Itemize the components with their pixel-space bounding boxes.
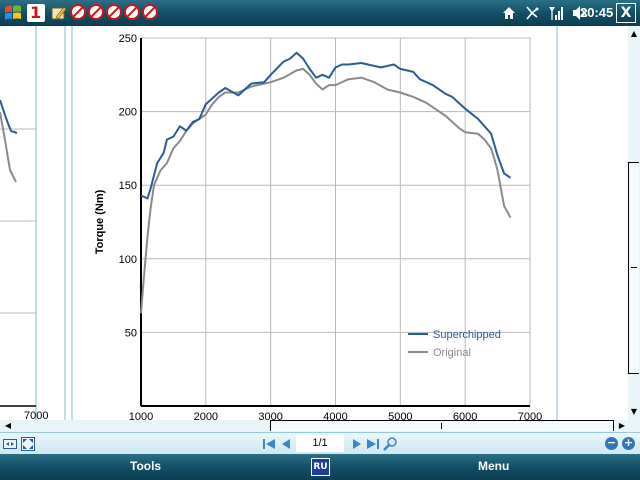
chart-legend: Superchipped Original <box>408 329 501 359</box>
scroll-down-icon[interactable]: ▼ <box>630 407 638 416</box>
search-icon[interactable] <box>383 437 397 451</box>
blocked-icon[interactable] <box>106 4 122 20</box>
app-shortcut-icon[interactable]: 1 <box>27 3 45 22</box>
first-page-icon[interactable] <box>262 437 276 451</box>
legend-label: Original <box>433 347 471 359</box>
series-line-original <box>140 67 512 314</box>
scroll-corner <box>628 420 640 432</box>
x-tick-label: 1000 <box>129 411 153 420</box>
x-tick-label: 3000 <box>258 411 282 420</box>
left-page-fragment: 7000 <box>0 99 48 420</box>
x-tick-label: 7000 <box>518 411 542 420</box>
scroll-up-icon[interactable]: ▲ <box>630 29 638 38</box>
vertical-scroll-thumb[interactable] <box>628 162 639 374</box>
y-tick-label: 150 <box>119 180 137 192</box>
blocked-icon[interactable] <box>88 4 104 20</box>
page-number-field[interactable]: 1/1 <box>296 435 344 452</box>
next-page-icon[interactable] <box>350 437 364 451</box>
x-tick-label: 5000 <box>388 411 412 420</box>
home-icon[interactable] <box>502 6 516 20</box>
chart-series <box>140 51 512 314</box>
vertical-scrollbar[interactable]: ▲ ▼ <box>628 26 640 420</box>
zoom-out-icon[interactable]: − <box>605 436 618 450</box>
volume-icon[interactable] <box>572 5 588 21</box>
x-tick-label: 2000 <box>194 411 218 420</box>
y-tick-label: 200 <box>119 107 137 119</box>
y-tick-label: 250 <box>119 33 137 45</box>
scroll-left-icon[interactable]: ◀ <box>4 421 12 430</box>
soft-key-bar: Tools RU Menu <box>0 454 640 480</box>
fit-width-icon[interactable] <box>3 437 17 451</box>
horizontal-scroll-thumb[interactable] <box>270 420 614 431</box>
navigation-toolbar: 1/1 − + <box>0 432 640 454</box>
signal-icon[interactable] <box>548 5 564 21</box>
horizontal-scrollbar[interactable]: ◀ ▶ <box>0 420 628 432</box>
fullscreen-icon[interactable] <box>21 437 35 451</box>
y-axis-label: Torque (Nm) <box>94 189 106 254</box>
chart-axes: 1000 2000 3000 4000 5000 6000 7000 50 100 150 200 2… <box>119 33 543 420</box>
document-view[interactable]: 7000 1000 2000 3000 4000 5000 6000 7000 50 100 15… <box>0 26 628 420</box>
chart-grid <box>140 37 531 407</box>
zoom-in-icon[interactable]: + <box>622 436 635 450</box>
app-icon-pencil[interactable] <box>50 4 68 22</box>
page-frames <box>35 26 558 420</box>
last-page-icon[interactable] <box>366 437 380 451</box>
input-language-button[interactable]: RU <box>311 458 330 476</box>
clock[interactable]: 20:45 <box>580 5 614 20</box>
previous-page-icon[interactable] <box>279 437 293 451</box>
blocked-icon[interactable] <box>124 4 140 20</box>
series-line-superchipped <box>140 51 512 200</box>
tools-softkey[interactable]: Tools <box>130 459 162 473</box>
blocked-icon[interactable] <box>70 4 86 20</box>
left-fragment-line-superchipped <box>0 99 18 134</box>
legend-label: Superchipped <box>433 329 501 341</box>
menu-softkey[interactable]: Menu <box>478 459 510 473</box>
connectivity-icon[interactable] <box>524 5 540 21</box>
y-tick-label: 50 <box>125 327 137 339</box>
blocked-icon[interactable] <box>142 4 158 20</box>
title-bar: 1 20:45 X <box>0 0 640 26</box>
torque-chart: 7000 1000 2000 3000 4000 5000 6000 7000 50 100 15… <box>0 26 558 420</box>
scroll-right-icon[interactable]: ▶ <box>618 421 626 430</box>
x-tick-label: 6000 <box>453 411 477 420</box>
left-fragment-x-tick: 7000 <box>24 410 48 420</box>
windows-start-icon[interactable] <box>3 3 23 23</box>
left-fragment-line-original <box>0 111 17 183</box>
x-tick-label: 4000 <box>323 411 347 420</box>
close-button[interactable]: X <box>616 3 636 23</box>
y-tick-label: 100 <box>119 254 137 266</box>
